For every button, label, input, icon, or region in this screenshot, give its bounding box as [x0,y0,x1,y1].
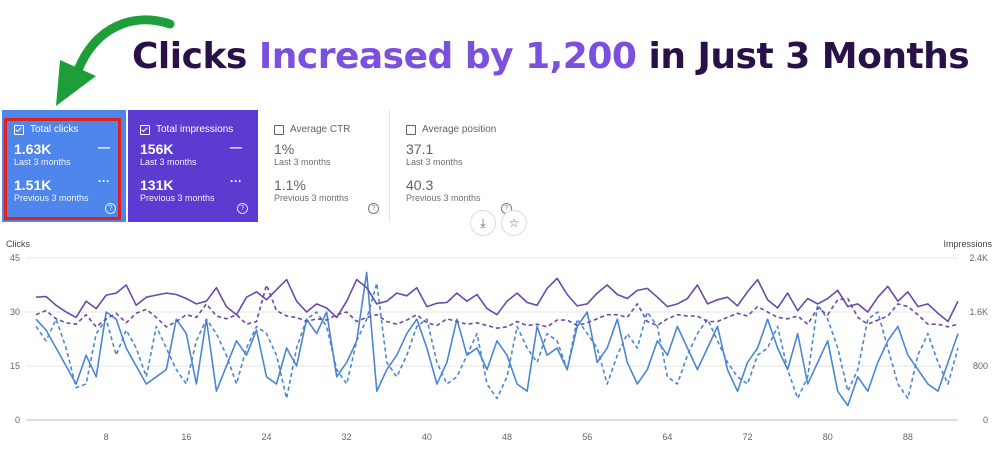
x-tick-label: 24 [262,432,272,442]
series-line [35,282,959,400]
metric-previous-period: Previous 3 months [140,193,215,203]
question-mark-icon[interactable]: ? [105,203,116,214]
star-icon: ☆ [508,216,520,230]
x-tick-label: 32 [342,432,352,442]
download-icon: ⤓ [480,216,486,230]
y-right-tick-label: 800 [973,361,988,371]
x-tick-label: 48 [502,432,512,442]
metric-previous-period: Previous 3 months [14,193,89,203]
y-left-tick-label: 45 [10,253,20,263]
x-tick-label: 64 [662,432,672,442]
left-axis-title: Clicks [6,239,30,249]
headline-accent: Increased by 1,200 [258,36,637,77]
y-right-tick-label: 2.4K [969,253,988,263]
metric-previous-value: 131K [140,177,174,193]
right-axis-title: Impressions [943,239,992,249]
x-tick-label: 40 [422,432,432,442]
x-tick-label: 16 [181,432,191,442]
metric-card-average-position[interactable]: Average position 37.1 Last 3 months 40.3… [394,110,522,222]
checkbox-icon[interactable] [406,124,416,135]
metric-current-value: 156K [140,141,174,157]
metric-current-period: Last 3 months [274,157,331,167]
metric-current-period: Last 3 months [14,157,71,167]
metric-label: Average position [422,124,497,135]
y-left-tick-label: 0 [15,415,20,425]
checkbox-icon[interactable] [140,124,150,135]
star-button[interactable]: ☆ [501,210,527,236]
y-right-tick-label: 0 [983,415,988,425]
series-line [35,271,959,407]
metric-previous-period: Previous 3 months [274,193,349,203]
download-button[interactable]: ⤓ [470,210,496,236]
metric-current-period: Last 3 months [140,157,197,167]
metric-label: Total clicks [30,124,79,135]
question-mark-icon[interactable]: ? [368,203,379,214]
y-left-tick-label: 30 [10,307,20,317]
metric-current-period: Last 3 months [406,157,463,167]
headline-part2: in Just 3 Months [636,36,970,77]
metric-previous-value: 1.51K [14,177,52,193]
headline-part1: Clicks [132,36,259,77]
metric-label: Average CTR [290,124,351,135]
headline: Clicks Increased by 1,200 in Just 3 Mont… [132,36,970,77]
dashed-line-legend-icon: ··· [98,174,110,188]
metric-current-value: 37.1 [406,141,434,157]
curved-arrow-icon [56,15,175,106]
metric-card-average-ctr[interactable]: Average CTR 1% Last 3 months 1.1% Previo… [262,110,390,222]
x-tick-label: 88 [903,432,913,442]
x-tick-label: 56 [582,432,592,442]
metric-previous-period: Previous 3 months [406,193,481,203]
metric-label: Total impressions [156,124,234,135]
dashed-line-legend-icon: ··· [230,174,242,188]
metric-previous-value: 1.1% [274,177,306,193]
metric-current-value: 1.63K [14,141,52,157]
checkbox-icon[interactable] [14,124,24,135]
metric-card-total-clicks[interactable]: Total clicks 1.63K Last 3 months 1.51K P… [2,110,126,222]
question-mark-icon[interactable]: ? [237,203,248,214]
y-right-tick-label: 1.6K [969,307,988,317]
performance-chart: 0 15 30 45 0 800 1.6K 2.4K 8 16 24 32 40 48 56 64 72 80 88 [10,253,988,442]
metric-card-total-impressions[interactable]: Total impressions 156K Last 3 months 131… [128,110,258,222]
solid-line-legend-icon: — [230,140,242,154]
y-left-tick-label: 15 [10,361,20,371]
solid-line-legend-icon: — [98,140,110,154]
x-tick-label: 8 [104,432,109,442]
series-line [35,284,959,329]
metric-current-value: 1% [274,141,295,157]
metric-previous-value: 40.3 [406,177,434,193]
checkbox-icon[interactable] [274,124,284,135]
x-tick-label: 80 [823,432,833,442]
x-tick-label: 72 [743,432,753,442]
highlight-box [4,118,121,220]
series-line [35,277,959,323]
